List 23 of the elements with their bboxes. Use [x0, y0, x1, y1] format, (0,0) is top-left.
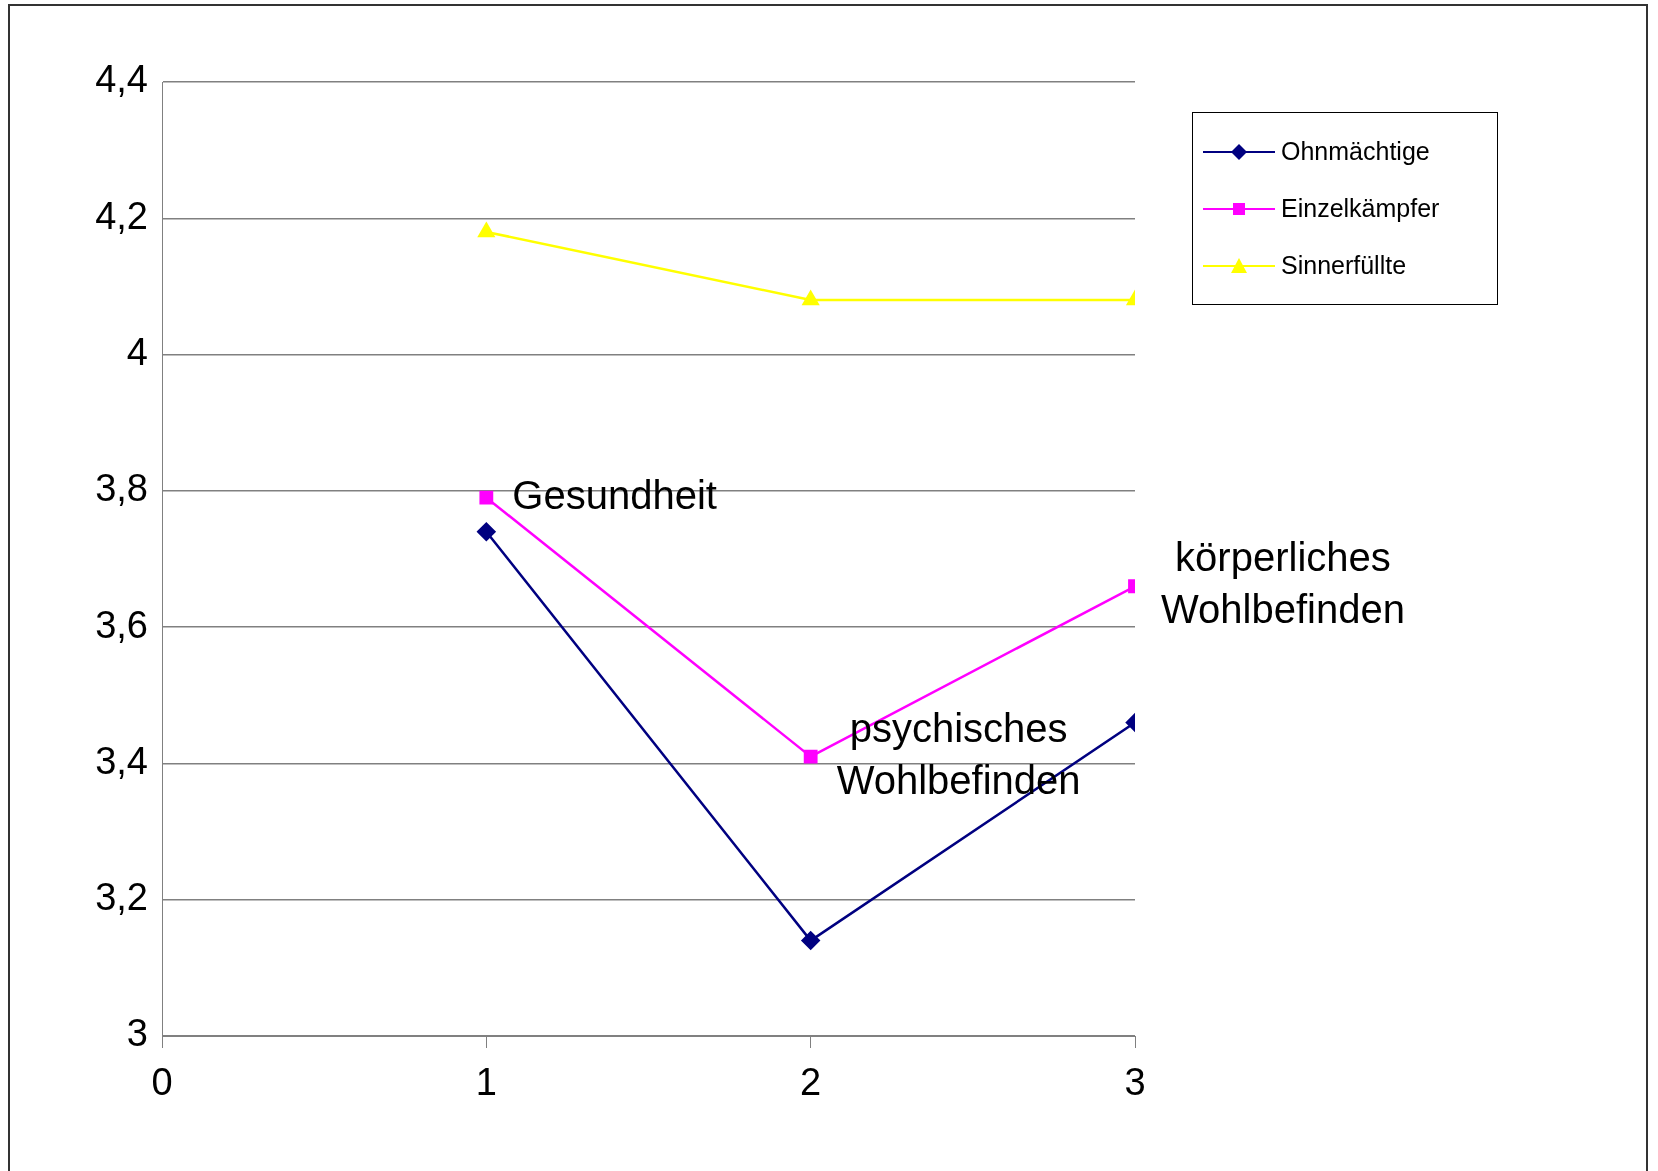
y-tick-label: 4,2: [95, 194, 148, 237]
y-tick-label: 3,6: [95, 603, 148, 646]
point: [803, 749, 818, 764]
annotation: Gesundheit: [512, 472, 717, 517]
y-tick-label: 3,2: [95, 876, 148, 919]
point: [478, 222, 495, 238]
y-tick-label: 3,4: [95, 739, 148, 782]
x-tick-label: 3: [1124, 1061, 1146, 1104]
point: [477, 522, 496, 541]
y-tick-label: 3,8: [95, 467, 148, 510]
y-tick-label: 3: [126, 1012, 148, 1055]
x-tick-label: 0: [151, 1061, 173, 1104]
y-tick-label: 4: [126, 331, 148, 374]
legend-label: Ohnmächtige: [1281, 137, 1430, 166]
legend-label: Sinnerfüllte: [1281, 251, 1407, 280]
x-tick-label: 2: [800, 1061, 822, 1104]
point: [801, 931, 820, 950]
legend-label: Einzelkämpfer: [1281, 194, 1440, 223]
y-tick-label: 4,4: [95, 58, 148, 101]
x-tick-label: 1: [475, 1061, 497, 1104]
annotation: körperliches Wohlbefinden: [1161, 535, 1405, 632]
point: [479, 490, 494, 505]
point: [802, 290, 819, 306]
